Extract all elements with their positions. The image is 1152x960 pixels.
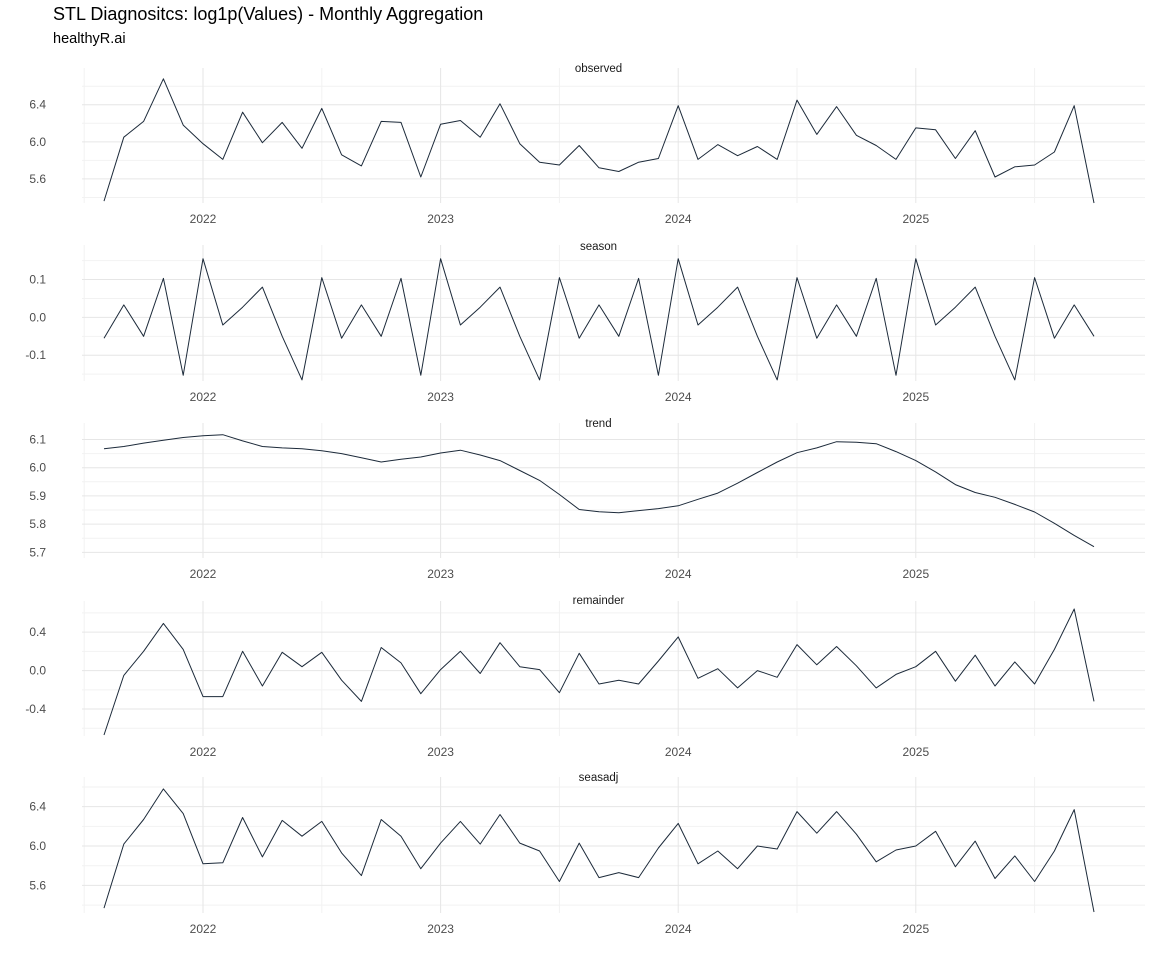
x-tick-label: 2025 [902,745,929,759]
x-tick-label: 2025 [902,212,929,226]
y-tick-label: 0.1 [29,273,46,287]
series-line-seasadj [103,788,1095,913]
x-tick-label: 2024 [665,567,692,581]
series-line-trend [103,434,1095,548]
x-tick-label: 2025 [902,922,929,936]
x-tick-label: 2025 [902,390,929,404]
y-tick-label: 6.4 [29,800,46,814]
y-tick-label: 0.4 [29,625,46,639]
x-tick-label: 2024 [665,922,692,936]
y-tick-label: 6.0 [29,135,46,149]
panel-season: -0.1 0.0 0.1 2022 2023 2024 2025 season [25,241,1145,404]
panel-trend: 5.7 5.8 5.9 6.0 6.1 2022 2023 2024 2025 trend [29,418,1145,581]
x-tick-label: 2023 [427,745,454,759]
x-tick-label: 2022 [190,212,217,226]
panel-strip-label: seasadj [579,772,619,784]
y-tick-label: 0.0 [29,310,46,324]
series-line-observed [103,78,1095,204]
y-tick-label: 6.1 [29,432,46,446]
panel-strip-label: trend [585,418,611,430]
panel-strip-label: remainder [573,595,625,607]
x-tick-label: 2022 [190,922,217,936]
x-tick-label: 2024 [665,745,692,759]
chart-subtitle: healthyR.ai [53,31,126,47]
x-tick-label: 2025 [902,567,929,581]
y-tick-label: 0.0 [29,664,46,678]
series-line-season [103,258,1095,381]
y-tick-label: 6.0 [29,461,46,475]
x-tick-label: 2022 [190,567,217,581]
panel-remainder: -0.4 0.0 0.4 2022 2023 2024 2025 remainder [25,595,1145,759]
x-tick-label: 2024 [665,212,692,226]
x-tick-label: 2022 [190,390,217,404]
x-tick-label: 2023 [427,390,454,404]
y-tick-label: -0.1 [25,348,46,362]
x-tick-label: 2023 [427,212,454,226]
panel-strip-label: observed [575,63,622,75]
panel-strip-label: season [580,241,617,253]
y-tick-label: 6.0 [29,839,46,853]
x-tick-label: 2023 [427,567,454,581]
chart-title: STL Diagnositcs: log1p(Values) - Monthly… [53,4,484,24]
y-tick-label: 5.9 [29,489,46,503]
y-tick-label: 5.6 [29,878,46,892]
series-line-remainder [103,608,1095,736]
x-tick-label: 2024 [665,390,692,404]
y-tick-label: 5.6 [29,172,46,186]
panel-observed: 5.6 6.0 6.4 2022 2023 2024 2025 observed [29,63,1145,226]
y-tick-label: 5.8 [29,517,46,531]
x-tick-label: 2022 [190,745,217,759]
y-tick-label: -0.4 [25,702,46,716]
x-tick-label: 2023 [427,922,454,936]
y-tick-label: 6.4 [29,98,46,112]
panel-seasadj: 5.6 6.0 6.4 2022 2023 2024 2025 seasadj [29,772,1145,936]
y-tick-label: 5.7 [29,545,46,559]
